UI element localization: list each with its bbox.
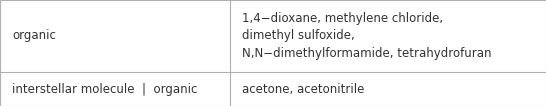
Text: interstellar molecule  |  organic: interstellar molecule | organic [12, 82, 197, 96]
Text: 1,4−dioxane, methylene chloride,
dimethyl sulfoxide,
N,N−dimethylformamide, tetr: 1,4−dioxane, methylene chloride, dimethy… [242, 12, 491, 60]
Text: acetone, acetonitrile: acetone, acetonitrile [242, 82, 364, 96]
Text: organic: organic [12, 29, 56, 43]
